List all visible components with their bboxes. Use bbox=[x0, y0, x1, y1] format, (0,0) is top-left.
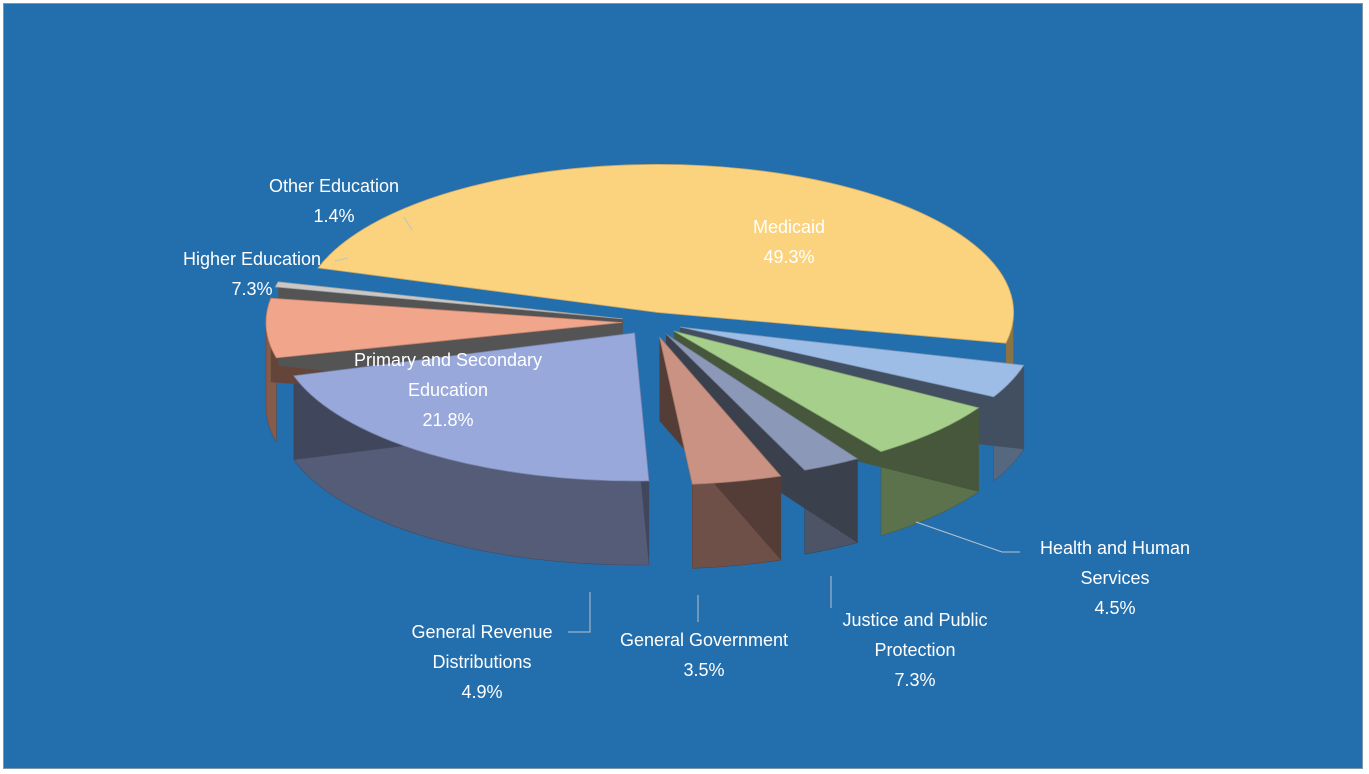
leader-line bbox=[568, 592, 590, 632]
leader-line bbox=[916, 522, 1020, 552]
pie-chart: Medicaid 49.3%Health and Human Services 4.5… bbox=[4, 4, 1364, 770]
data-label-general-revenue-distributions: General Revenue Distributions 4.9% bbox=[411, 622, 552, 702]
data-label-general-government: General Government 3.5% bbox=[620, 630, 788, 680]
data-label-health-and-human-services: Health and Human Services 4.5% bbox=[1040, 538, 1190, 618]
chart-area: Medicaid 49.3% Health and Human Services 4.5… bbox=[3, 3, 1363, 769]
data-label-other-education: Other Education 1.4% bbox=[269, 176, 399, 226]
pie-top-faces bbox=[266, 164, 1024, 484]
data-label-justice-and-public-protection: Justice and Public Protection 7.3% bbox=[842, 610, 987, 690]
